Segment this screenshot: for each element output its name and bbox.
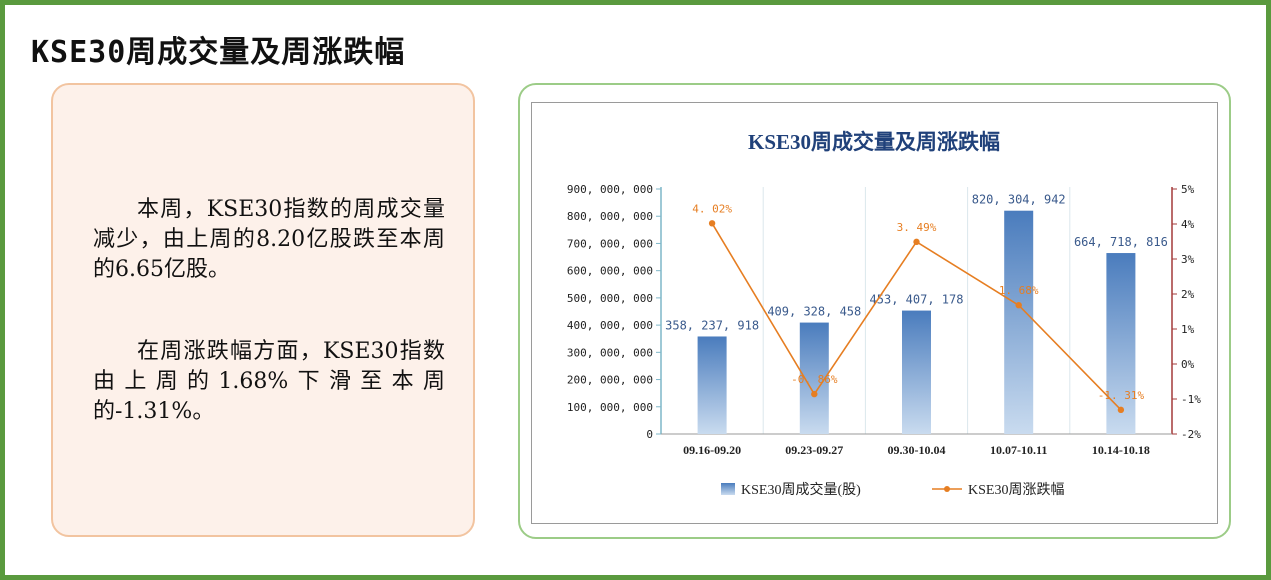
left-tick-label-5: 500, 000, 000: [567, 292, 653, 305]
left-tick-label-9: 900, 000, 000: [567, 183, 653, 196]
line-value-label-1: -0. 86%: [791, 373, 838, 386]
right-tick-label-6: 4%: [1181, 218, 1195, 231]
line-value-label-3: 1. 68%: [999, 284, 1039, 297]
left-tick-label-7: 700, 000, 000: [567, 237, 653, 250]
line-value-label-4: -1. 31%: [1098, 389, 1145, 402]
bar-value-label-1: 409, 328, 458: [767, 305, 861, 319]
legend-line-label: KSE30周涨跌幅: [968, 482, 1064, 498]
page-title: KSE30周成交量及周涨跌幅: [31, 35, 406, 70]
summary-paragraph-change: 在周涨跌幅方面，KSE30指数由上周的1.68%下滑至本周的-1.31%。: [93, 339, 445, 424]
line-point-1: [811, 390, 818, 398]
legend-line-marker: [944, 486, 950, 492]
chart-panel: KSE30周成交量及周涨跌幅 0 100, 000, 000 200, 000, 00…: [531, 102, 1218, 524]
chart-title: KSE30周成交量及周涨跌幅: [748, 130, 1000, 154]
x-tick-label-1: 09.23-09.27: [785, 443, 843, 457]
bar-value-label-2: 453, 407, 178: [870, 293, 964, 307]
line-point-3: [1015, 302, 1022, 309]
bar-4: [1106, 253, 1136, 434]
left-tick-label-6: 600, 000, 000: [567, 265, 653, 278]
left-tick-label-0: 0: [646, 428, 653, 441]
x-tick-label-4: 10.14-10.18: [1092, 443, 1150, 457]
left-tick-label-2: 200, 000, 000: [567, 374, 653, 387]
legend-bar-swatch: [721, 483, 735, 495]
combo-chart: KSE30周成交量及周涨跌幅 0 100, 000, 000 200, 000, 00…: [567, 130, 1201, 498]
line-point-0: [708, 220, 716, 227]
summary-paragraph-volume: 本周，KSE30指数的周成交量减少，由上周的8.20亿股跌至本周的6.65亿股。: [93, 197, 445, 282]
x-tick-label-3: 10.07-10.11: [990, 443, 1047, 457]
right-tick-label-7: 5%: [1181, 183, 1195, 196]
summary-card: 本周，KSE30指数的周成交量减少，由上周的8.20亿股跌至本周的6.65亿股。…: [51, 83, 475, 537]
line-value-label-0: 4. 02%: [692, 202, 732, 215]
right-tick-label-0: -2%: [1181, 428, 1201, 441]
right-tick-label-4: 2%: [1181, 288, 1195, 301]
right-tick-label-1: -1%: [1181, 393, 1201, 406]
left-tick-label-1: 100, 000, 000: [567, 401, 653, 414]
bar-value-label-4: 664, 718, 816: [1074, 235, 1168, 249]
left-tick-label-8: 800, 000, 000: [567, 210, 653, 223]
bar-0: [697, 336, 727, 434]
bar-value-label-3: 820, 304, 942: [972, 193, 1066, 207]
left-tick-label-4: 400, 000, 000: [567, 319, 653, 332]
chart-card: KSE30周成交量及周涨跌幅 0 100, 000, 000 200, 000, 00…: [518, 83, 1231, 539]
right-tick-label-3: 1%: [1181, 323, 1195, 336]
line-point-2: [913, 238, 920, 246]
line-point-4: [1117, 406, 1125, 414]
right-tick-label-5: 3%: [1181, 253, 1195, 266]
legend-bar-label: KSE30周成交量(股): [741, 481, 861, 498]
line-value-label-2: 3. 49%: [897, 221, 937, 234]
bar-value-label-0: 358, 237, 918: [665, 318, 759, 332]
x-tick-label-2: 09.30-10.04: [888, 443, 946, 457]
bar-3: [1004, 210, 1034, 434]
left-tick-label-3: 300, 000, 000: [567, 346, 653, 359]
right-tick-label-2: 0%: [1181, 358, 1195, 371]
x-tick-label-0: 09.16-09.20: [683, 443, 741, 457]
bar-2: [902, 310, 931, 434]
